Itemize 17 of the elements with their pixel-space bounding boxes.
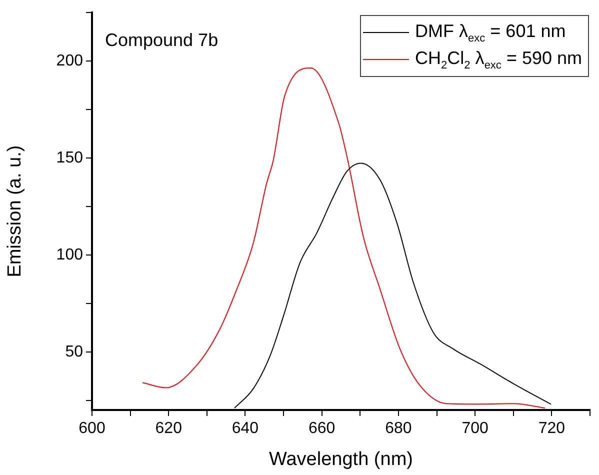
legend-label: DMF λ$_{exc}$ = 601 nm — [415, 20, 566, 44]
y-tick-label: 100 — [56, 246, 84, 264]
x-tick-label: 720 — [538, 420, 566, 438]
y-tick-label: 200 — [56, 52, 84, 70]
x-axis-title: Wavelength (nm) — [269, 448, 413, 470]
y-tick-label: 150 — [56, 149, 84, 166]
x-tick-label: 700 — [462, 420, 489, 438]
x-tick-label: 600 — [78, 420, 106, 438]
x-tick-label: 660 — [308, 420, 336, 438]
annotation: Compound 7b — [105, 30, 218, 51]
x-tick-label: 620 — [155, 420, 182, 438]
line-series — [142, 68, 546, 409]
x-tick-label: 640 — [232, 420, 259, 438]
y-tick-label: 50 — [65, 343, 84, 360]
x-tick-label: 680 — [385, 420, 412, 438]
y-axis-title: Emission (a. u.) — [4, 145, 26, 278]
legend-label: CH$_{2}$Cl$_{2}$ λ$_{exc}$ = 590 nm — [415, 48, 582, 72]
